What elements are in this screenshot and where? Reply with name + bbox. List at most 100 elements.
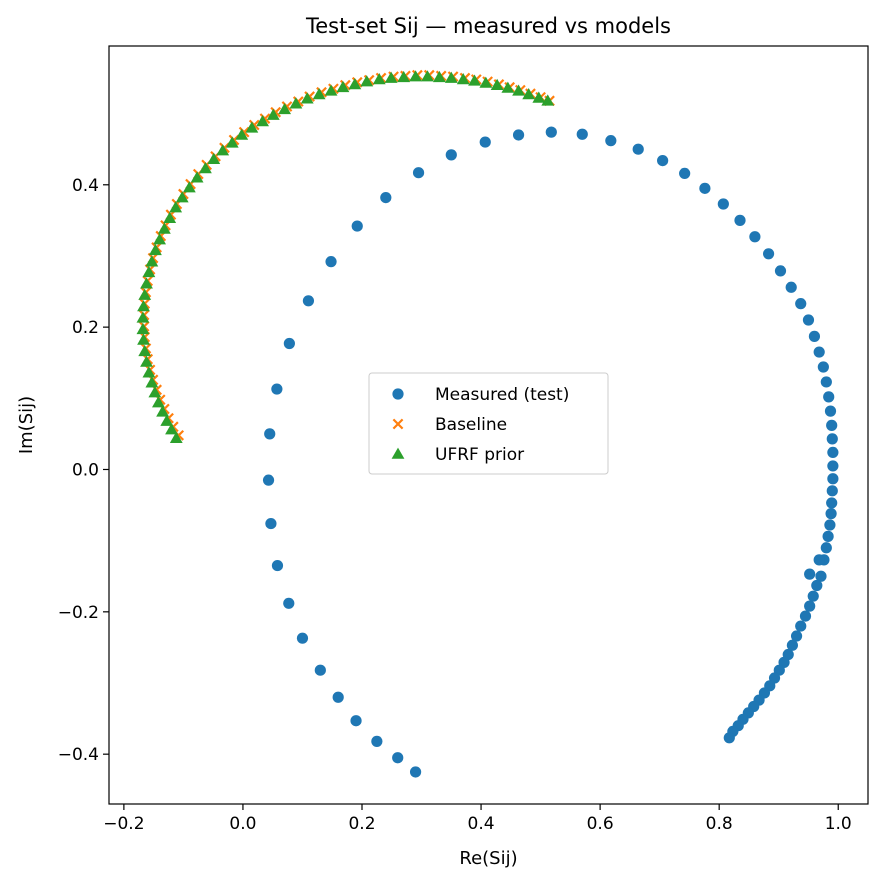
data-point (421, 70, 434, 82)
data-point (827, 460, 839, 472)
data-point (432, 70, 446, 83)
data-point (137, 300, 150, 312)
data-point (152, 396, 165, 408)
data-point (820, 376, 832, 388)
data-point (522, 87, 536, 100)
data-point (302, 295, 315, 307)
data-point (532, 91, 546, 103)
data-point (324, 84, 338, 96)
legend-marker (392, 418, 404, 430)
x-tick-label: 0.8 (706, 814, 733, 834)
data-point (271, 383, 283, 395)
data-point (207, 152, 221, 164)
data-point (136, 311, 150, 323)
x-tick-label: 0.6 (587, 814, 614, 834)
data-point (332, 691, 344, 703)
data-point (384, 71, 398, 83)
data-point (826, 419, 838, 431)
legend-entry: UFRF prior (391, 445, 524, 465)
data-point (142, 366, 156, 378)
data-point (479, 76, 493, 88)
legend-marker (392, 388, 404, 400)
data-point (807, 590, 819, 602)
data-point (605, 135, 617, 147)
data-point (785, 281, 797, 293)
data-point (138, 344, 152, 357)
data-point (657, 154, 669, 167)
data-point (283, 597, 295, 609)
data-point (372, 73, 386, 85)
legend-label: Baseline (435, 415, 507, 435)
y-axis-label: Im(Sij) (16, 396, 37, 454)
data-point (456, 73, 470, 85)
data-point (699, 182, 711, 194)
data-point (786, 639, 798, 651)
data-point (371, 735, 383, 747)
data-point (823, 391, 835, 403)
data-point (225, 136, 239, 148)
x-tick-label: 0.2 (348, 814, 375, 834)
data-point (795, 620, 807, 632)
data-point (790, 630, 803, 642)
data-point (256, 115, 269, 127)
data-point (490, 78, 504, 90)
data-point (265, 517, 277, 530)
data-point (165, 423, 178, 435)
data-point (824, 519, 836, 531)
data-point (811, 579, 823, 592)
data-point (826, 485, 838, 497)
data-point (409, 70, 422, 82)
data-point (137, 333, 150, 345)
data-point (445, 149, 457, 161)
data-point (271, 559, 284, 572)
data-point (501, 81, 515, 93)
data-point (163, 211, 177, 224)
data-point (827, 446, 839, 459)
x-tick-label: 0.0 (229, 814, 256, 834)
y-tick-label: 0.0 (72, 460, 99, 480)
data-point (169, 201, 183, 213)
y-tick-label: −0.2 (58, 603, 99, 623)
data-point (412, 167, 425, 179)
data-point (826, 433, 838, 445)
data-point (138, 288, 152, 300)
data-point (140, 355, 153, 367)
data-point (512, 84, 525, 96)
data-point (815, 570, 827, 582)
x-axis-label: Re(Sij) (459, 848, 517, 869)
data-point (262, 474, 275, 486)
plot-area (136, 69, 839, 778)
data-point (734, 214, 746, 226)
data-point (817, 361, 829, 373)
data-point (360, 75, 374, 87)
data-point (351, 220, 363, 232)
data-point (813, 346, 825, 358)
y-axis: −0.4 −0.2 0.0 0.2 0.4 (58, 176, 109, 765)
data-point (289, 97, 303, 109)
data-point (804, 568, 816, 580)
data-point (199, 162, 212, 174)
data-point (245, 121, 259, 133)
data-point (336, 80, 350, 93)
data-point (264, 428, 276, 440)
data-point (826, 497, 838, 509)
data-point (160, 414, 174, 426)
axes-frame (108, 45, 869, 805)
y-tick-label: 0.4 (72, 176, 99, 196)
legend-entry: Baseline (392, 415, 507, 435)
data-point (468, 74, 481, 86)
data-point (325, 256, 337, 268)
legend-label: UFRF prior (435, 445, 524, 465)
data-point (541, 94, 555, 106)
data-point (813, 554, 825, 566)
data-point (380, 192, 392, 204)
data-point (190, 171, 204, 183)
series-1 (262, 126, 839, 778)
data-point (296, 632, 309, 644)
data-point (169, 431, 183, 443)
data-point (824, 405, 837, 417)
data-point (512, 129, 525, 141)
legend-marker (391, 447, 405, 459)
x-axis: −0.2 0.0 0.2 0.4 0.6 0.8 1.0 (103, 804, 852, 834)
